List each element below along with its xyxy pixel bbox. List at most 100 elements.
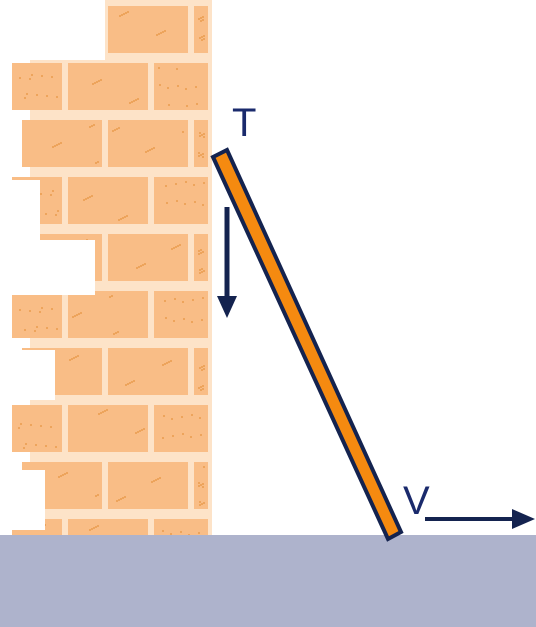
brick-speckle — [143, 428, 145, 430]
brick-speckle — [24, 97, 26, 99]
brick-speckle — [40, 193, 42, 195]
brick-speckle — [71, 358, 73, 360]
brick-speckle — [139, 430, 141, 432]
brick-speckle — [203, 182, 205, 184]
brick-speckle — [159, 477, 161, 479]
brick-speckle — [56, 144, 58, 146]
brick-speckle — [20, 423, 22, 425]
brick-speckle — [115, 332, 117, 334]
brick-speckle — [157, 478, 159, 480]
brick-speckle — [201, 39, 203, 41]
brick — [194, 348, 208, 395]
brick-speckle — [113, 333, 115, 335]
brick-speckle — [92, 83, 94, 85]
brick-speckle — [192, 299, 194, 301]
brick-speckle — [200, 17, 202, 19]
brick-speckle — [165, 317, 167, 319]
brick-speckle — [167, 87, 169, 89]
brick-speckle — [93, 527, 95, 529]
brick — [68, 177, 148, 224]
brick-speckle — [199, 504, 201, 506]
brick-speckle — [199, 367, 201, 369]
brick-speckle — [98, 80, 100, 82]
brick-speckle — [202, 156, 204, 158]
brick-speckle — [55, 214, 57, 216]
brick-speckle — [203, 502, 205, 504]
brick — [154, 405, 208, 452]
brick-speckle — [200, 484, 202, 486]
brick — [108, 120, 188, 167]
brick-speckle — [202, 251, 204, 253]
brick-speckle — [164, 363, 166, 365]
brick-speckle — [119, 15, 121, 17]
brick-speckle — [120, 498, 122, 500]
brick-speckle — [159, 84, 161, 86]
brick-speckle — [117, 331, 119, 333]
brick-speckle — [64, 473, 66, 475]
brick-speckle — [200, 389, 202, 391]
brick-speckle — [166, 202, 168, 204]
brick-speckle — [54, 145, 56, 147]
brick-speckle — [58, 476, 60, 478]
brick-speckle — [200, 249, 202, 251]
brick-speckle — [118, 219, 120, 221]
brick-speckle — [124, 216, 126, 218]
brick-speckle — [166, 362, 168, 364]
wall-gap — [0, 470, 45, 530]
brick-speckle — [89, 529, 91, 531]
brick-speckle — [95, 495, 97, 497]
brick-speckle — [76, 314, 78, 316]
brick-speckle — [123, 13, 125, 15]
brick-speckle — [52, 146, 54, 148]
brick-speckle — [194, 201, 196, 203]
brick-speckle — [83, 199, 85, 201]
brick-speckle — [190, 436, 192, 438]
brick-speckle — [202, 486, 204, 488]
brick-speckle — [52, 190, 54, 192]
brick-speckle — [198, 18, 200, 20]
brick-speckle — [19, 77, 21, 79]
brick-speckle — [175, 246, 177, 248]
wall-gap — [0, 350, 55, 400]
brick-speckle — [144, 263, 146, 265]
brick-speckle — [198, 250, 200, 252]
brick-speckle — [57, 210, 59, 212]
brick-speckle — [46, 95, 48, 97]
brick-speckle — [202, 153, 204, 155]
brick-speckle — [106, 409, 108, 411]
brick-speckle — [202, 19, 204, 21]
brick-speckle — [137, 98, 139, 100]
brick-speckle — [199, 417, 201, 419]
brick-speckle — [120, 218, 122, 220]
brick-speckle — [138, 266, 140, 268]
brick-speckle — [127, 383, 129, 385]
brick-speckle — [56, 96, 58, 98]
brick-speckle — [97, 525, 99, 527]
brick-speckle — [185, 88, 187, 90]
brick-speckle — [89, 196, 91, 198]
brick-speckle — [125, 12, 127, 14]
brick-speckle — [133, 100, 135, 102]
brick-speckle — [18, 427, 20, 429]
brick-speckle — [163, 415, 165, 417]
brick-speckle — [160, 32, 162, 34]
brick-speckle — [196, 103, 198, 105]
wall-gap — [0, 180, 40, 240]
brick-speckle — [170, 533, 172, 535]
brick-speckle — [31, 74, 33, 76]
brick-speckle — [23, 447, 25, 449]
brick-speckle — [25, 443, 27, 445]
brick-speckle — [50, 194, 52, 196]
arrow-down-icon — [217, 207, 237, 318]
brick-speckle — [102, 411, 104, 413]
brick-speckle — [174, 298, 176, 300]
brick-speckle — [199, 269, 201, 271]
brick-speckle — [162, 364, 164, 366]
brick-speckle — [200, 386, 202, 388]
brick-speckle — [168, 104, 170, 106]
brick-speckle — [34, 330, 36, 332]
brick-speckle — [202, 388, 204, 390]
brick-speckle — [203, 133, 205, 135]
brick-speckle — [29, 78, 31, 80]
brick-speckle — [46, 327, 48, 329]
